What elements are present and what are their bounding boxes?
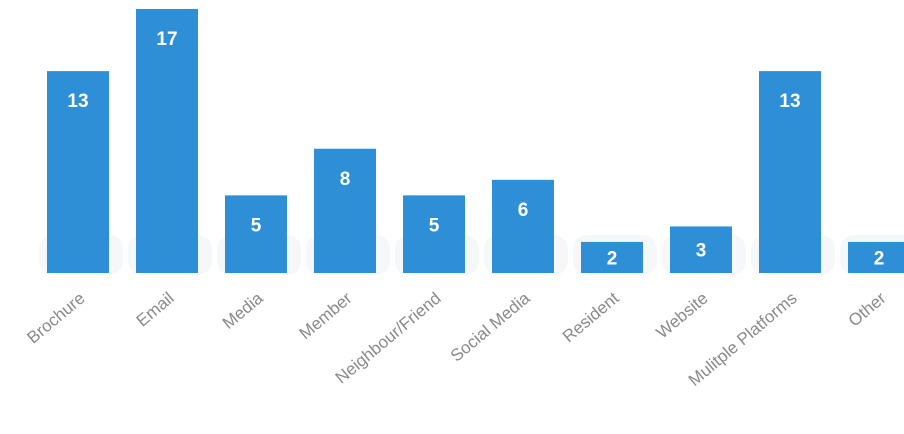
bar-mulitple-platforms xyxy=(759,71,821,273)
data-label: 2 xyxy=(607,248,618,269)
bar-resident xyxy=(581,241,643,273)
data-label: 13 xyxy=(779,91,800,112)
x-tick-label: Brochure xyxy=(24,289,89,348)
x-tick-labels: Brochure Email Media MemberNeighbour/Friend… xyxy=(24,288,890,390)
bar-member xyxy=(314,148,376,273)
x-tick-label: Member xyxy=(296,288,356,343)
data-label: 5 xyxy=(429,215,440,236)
data-label: 3 xyxy=(696,241,707,262)
x-tick-label: Website xyxy=(653,289,712,343)
bar-other xyxy=(848,241,904,273)
bar-media xyxy=(225,195,287,273)
data-label: 6 xyxy=(518,200,529,221)
data-labels: 13 17 5 8 5 6 2 3 13 2 xyxy=(67,29,884,269)
x-tick-label: Media xyxy=(219,288,267,333)
data-label: 8 xyxy=(340,169,351,190)
bar-brochure xyxy=(47,71,109,273)
bar-website xyxy=(670,226,732,273)
bar-email xyxy=(136,9,198,273)
x-tick-label: Social Media xyxy=(447,288,534,365)
x-tick-label: Resident xyxy=(559,288,623,346)
data-label: 2 xyxy=(874,248,885,269)
bars xyxy=(47,9,904,273)
bar-social-media xyxy=(492,179,554,273)
data-label: 17 xyxy=(156,29,177,50)
data-label: 5 xyxy=(251,215,262,236)
data-label: 13 xyxy=(67,91,88,112)
x-tick-label: Email xyxy=(133,289,178,331)
x-tick-label: Other xyxy=(845,288,890,330)
bar-neighbour-friend xyxy=(403,195,465,273)
